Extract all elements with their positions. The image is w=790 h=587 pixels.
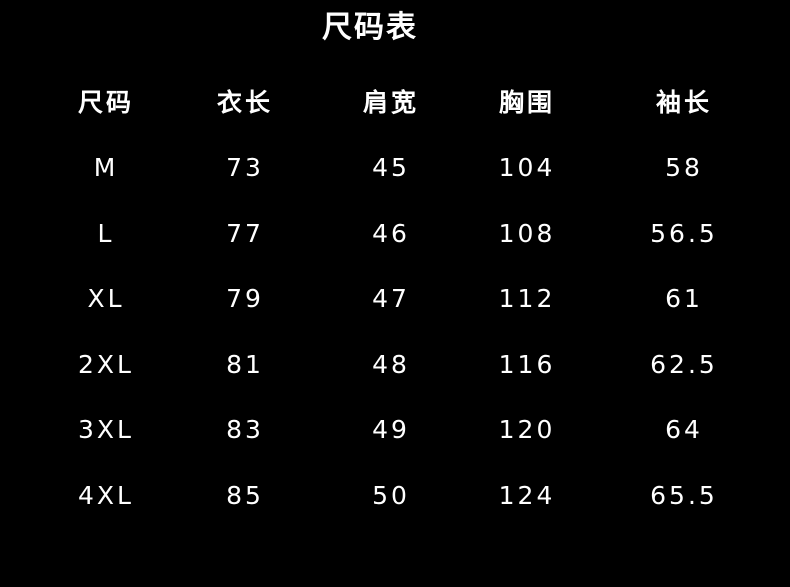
column-header: 胸围 <box>498 88 555 117</box>
table-cell: 124 <box>498 481 556 510</box>
table-cell: 61 <box>665 284 703 314</box>
table-cell: 79 <box>226 284 264 314</box>
table-cell: 56.5 <box>650 218 718 248</box>
table-cell: 47 <box>372 284 410 314</box>
table-cell: 48 <box>372 349 410 379</box>
table-cell: 83 <box>226 415 264 445</box>
page-title: 尺码表 <box>322 10 418 45</box>
table-cell: 3XL <box>78 415 134 445</box>
table-cell: 64 <box>665 415 703 445</box>
table-cell: 108 <box>498 218 556 248</box>
table-cell: 120 <box>498 415 556 445</box>
table-cell: 2XL <box>78 349 134 379</box>
table-cell: 58 <box>665 153 703 182</box>
table-cell: M <box>93 153 119 182</box>
table-cell: 85 <box>226 481 264 510</box>
table-cell: 50 <box>372 481 410 510</box>
table-cell: 77 <box>226 218 264 248</box>
column-header: 衣长 <box>216 88 273 117</box>
column-header: 尺码 <box>77 88 134 117</box>
table-cell: 45 <box>372 153 410 182</box>
column-header: 袖长 <box>655 88 712 117</box>
table-cell: 116 <box>498 349 556 379</box>
table-cell: L <box>97 218 115 248</box>
table-cell: 73 <box>226 153 264 182</box>
table-cell: 65.5 <box>650 481 718 510</box>
table-cell: XL <box>87 284 125 314</box>
table-cell: 104 <box>498 153 556 182</box>
table-cell: 81 <box>226 349 264 379</box>
table-cell: 46 <box>372 218 410 248</box>
column-header: 肩宽 <box>362 88 419 117</box>
table-cell: 112 <box>498 284 556 314</box>
table-cell: 4XL <box>78 481 134 510</box>
table-cell: 49 <box>372 415 410 445</box>
table-cell: 62.5 <box>650 349 718 379</box>
